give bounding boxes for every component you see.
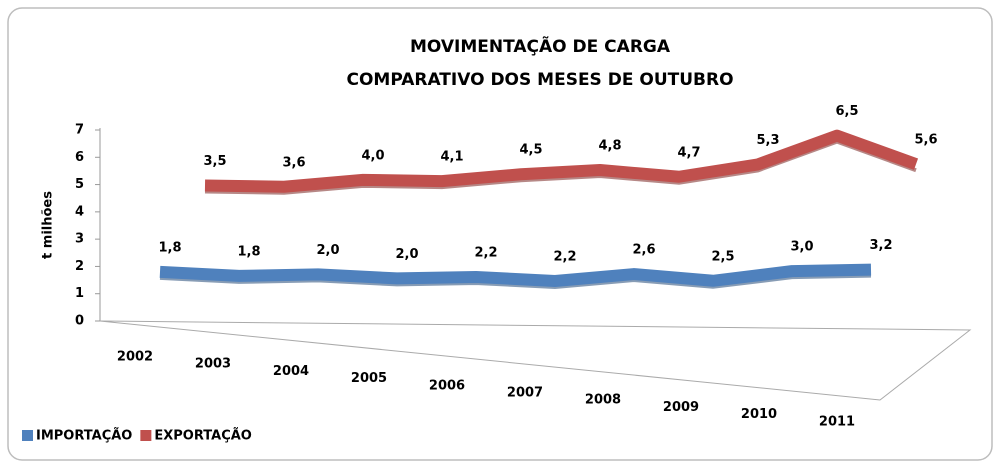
floor xyxy=(99,320,972,401)
data-label: 2,2 xyxy=(474,245,497,260)
data-label: 3,5 xyxy=(203,154,226,169)
chart-subtitle: COMPARATIVO DOS MESES DE OUTUBRO xyxy=(346,70,733,90)
x-tick-label: 2010 xyxy=(741,407,777,422)
x-tick-label: 2002 xyxy=(117,350,153,365)
x-tick-label: 2011 xyxy=(819,414,855,429)
data-label: 3,0 xyxy=(790,240,813,255)
y-tick-label: 3 xyxy=(75,232,84,247)
data-label: 5,6 xyxy=(914,133,937,148)
x-tick-label: 2007 xyxy=(507,386,543,401)
legend-label: EXPORTAÇÃO xyxy=(154,428,251,444)
series-line xyxy=(159,263,872,287)
data-label: 2,5 xyxy=(711,249,734,264)
chart-frame xyxy=(7,7,993,461)
x-tick-label: 2005 xyxy=(351,371,387,386)
legend-swatch xyxy=(140,430,152,441)
y-tick-label: 5 xyxy=(75,177,84,192)
y-tick-label: 2 xyxy=(75,259,84,274)
data-label: 2,0 xyxy=(316,243,339,258)
data-label: 2,6 xyxy=(632,243,655,258)
y-tick-label: 7 xyxy=(75,123,84,138)
y-axis-label: t milhões xyxy=(41,191,56,259)
data-label: 4,1 xyxy=(440,150,463,165)
data-label: 4,0 xyxy=(361,148,384,163)
chart-title: MOVIMENTAÇÃO DE CARGA xyxy=(410,34,671,57)
data-label: 4,5 xyxy=(519,143,542,158)
data-label: 1,8 xyxy=(158,240,181,255)
data-label: 2,2 xyxy=(553,249,576,264)
data-label: 1,8 xyxy=(237,244,260,259)
data-label: 4,7 xyxy=(677,145,700,160)
x-tick-label: 2004 xyxy=(273,364,309,379)
x-tick-label: 2003 xyxy=(195,357,231,372)
y-tick-label: 1 xyxy=(75,286,84,301)
legend-swatch xyxy=(22,430,33,441)
data-label: 4,8 xyxy=(598,139,621,154)
y-tick-label: 0 xyxy=(75,314,84,329)
series-line xyxy=(204,129,919,193)
data-label: 3,2 xyxy=(869,238,892,253)
data-label: 6,5 xyxy=(835,104,858,119)
x-tick-label: 2009 xyxy=(663,400,699,415)
data-label: 5,3 xyxy=(756,133,779,148)
x-tick-label: 2006 xyxy=(429,378,465,393)
y-tick-label: 6 xyxy=(75,150,84,165)
legend-label: IMPORTAÇÃO xyxy=(36,428,132,444)
data-label: 3,6 xyxy=(282,155,305,170)
data-label: 2,0 xyxy=(395,247,418,262)
y-tick-label: 4 xyxy=(75,204,84,219)
x-tick-label: 2008 xyxy=(585,393,621,408)
